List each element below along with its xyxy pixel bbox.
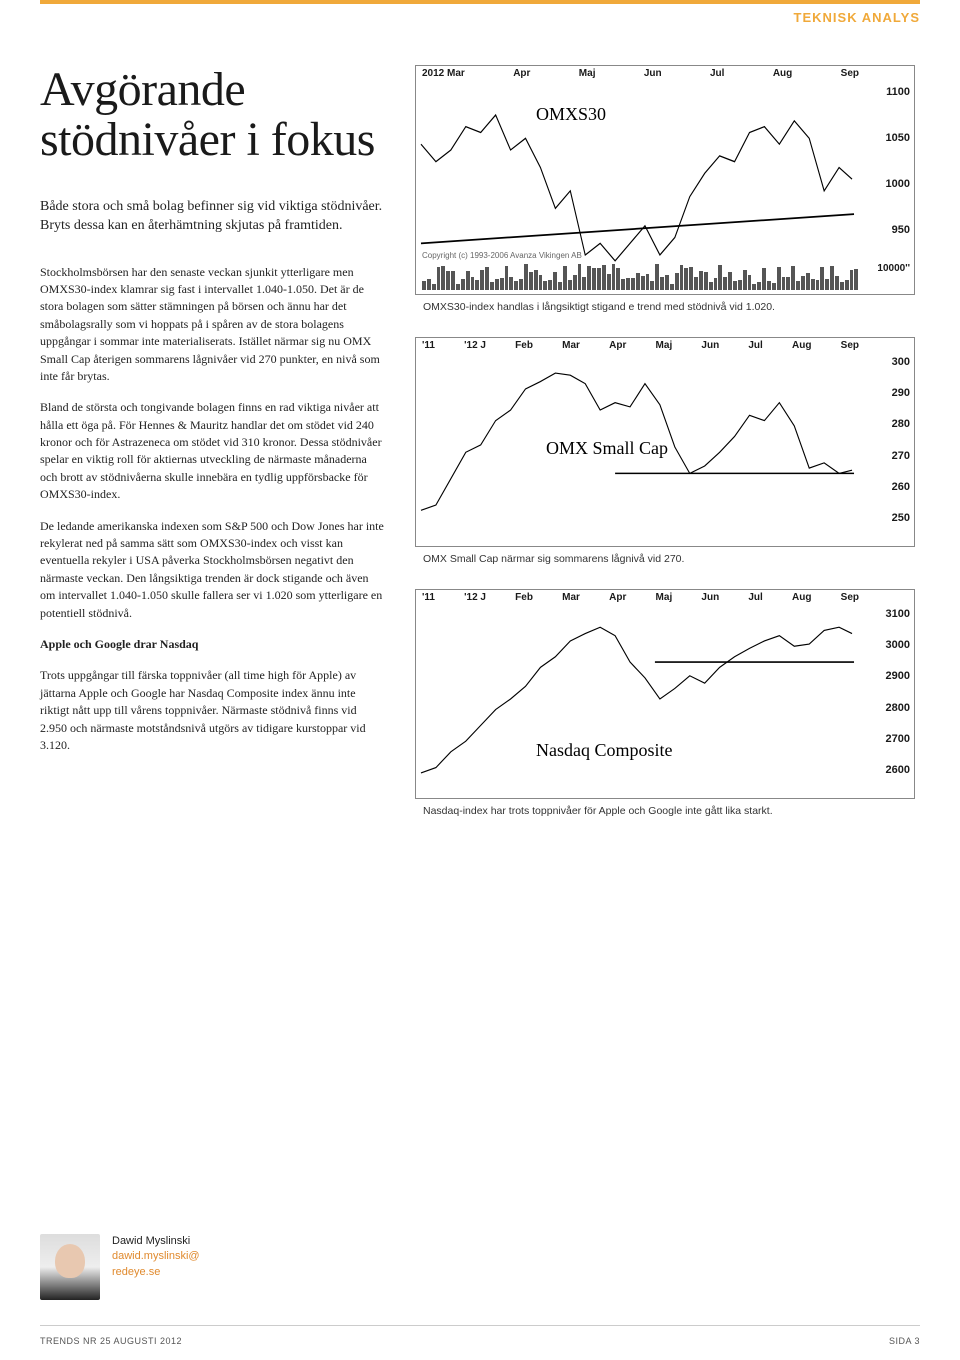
chart-omxs30-yticks: 1100 1050 1000 950 xyxy=(860,66,910,294)
paragraph-4: Trots uppgångar till färska toppnivåer (… xyxy=(40,667,385,754)
chart-smallcap-yticks: 300 290 280 270 260 250 xyxy=(860,338,910,546)
chart-nasdaq-caption: Nasdaq-index har trots toppnivåer för Ap… xyxy=(415,805,920,817)
chart-copyright: Copyright (c) 1993-2006 Avanza Vikingen … xyxy=(422,251,582,260)
paragraph-1: Stockholmsbörsen har den senaste veckan … xyxy=(40,264,385,386)
chart-smallcap-svg xyxy=(416,352,859,542)
chart-smallcap-xticks: '11 '12 J Feb Mar Apr Maj Jun Jul Aug Se… xyxy=(422,340,859,351)
left-column: Avgörande stödnivåer i fokus Både stora … xyxy=(40,65,385,841)
footer-right: SIDA 3 xyxy=(889,1336,920,1346)
chart-omxs30-caption: OMXS30-index handlas i långsiktigt stiga… xyxy=(415,301,920,313)
footer-left: TRENDS NR 25 AUGUSTI 2012 xyxy=(40,1336,182,1346)
author-block: Dawid Myslinski dawid.myslinski@ redeye.… xyxy=(40,1234,200,1300)
chart-nasdaq-svg xyxy=(416,604,859,794)
chart-nasdaq-line xyxy=(421,627,852,773)
chart-nasdaq-xticks: '11 '12 J Feb Mar Apr Maj Jun Jul Aug Se… xyxy=(422,592,859,603)
support-trendline xyxy=(421,214,854,243)
right-column: OMXS30 2012 Mar Apr Maj Jun Jul Aug Sep … xyxy=(415,65,920,841)
lead-paragraph: Både stora och små bolag befinner sig vi… xyxy=(40,198,385,236)
paragraph-3: De ledande amerikanska indexen som S&P 5… xyxy=(40,518,385,622)
chart-smallcap-caption: OMX Small Cap närmar sig sommarens lågni… xyxy=(415,553,920,565)
body-text: Stockholmsbörsen har den senaste veckan … xyxy=(40,264,385,755)
author-text: Dawid Myslinski dawid.myslinski@ redeye.… xyxy=(112,1234,200,1280)
author-email: dawid.myslinski@ xyxy=(112,1249,200,1264)
chart-omxs30-box: 2012 Mar Apr Maj Jun Jul Aug Sep OMXS30 … xyxy=(415,65,915,295)
chart-nasdaq: NASDAQ '11 '12 J Feb Mar Apr Maj Jun Jul… xyxy=(415,589,920,817)
page-footer: TRENDS NR 25 AUGUSTI 2012 SIDA 3 xyxy=(40,1325,920,1346)
chart-omxs30-volume xyxy=(422,262,859,290)
chart-smallcap-box: '11 '12 J Feb Mar Apr Maj Jun Jul Aug Se… xyxy=(415,337,915,547)
subheading: Apple och Google drar Nasdaq xyxy=(40,636,385,653)
chart-smallcap-line xyxy=(421,373,852,510)
paragraph-2: Bland de största och tongivande bolagen … xyxy=(40,399,385,503)
author-name: Dawid Myslinski xyxy=(112,1234,200,1249)
chart-nasdaq-yticks: 3100 3000 2900 2800 2700 2600 xyxy=(860,590,910,798)
main-content: Avgörande stödnivåer i fokus Både stora … xyxy=(0,25,960,841)
author-avatar xyxy=(40,1234,100,1300)
section-label: TEKNISK ANALYS xyxy=(0,4,960,25)
chart-nasdaq-box: '11 '12 J Feb Mar Apr Maj Jun Jul Aug Se… xyxy=(415,589,915,799)
author-domain: redeye.se xyxy=(112,1265,200,1280)
chart-omxs30-xticks: 2012 Mar Apr Maj Jun Jul Aug Sep xyxy=(422,68,859,79)
chart-omxs30-vollabel: 10000'' xyxy=(877,263,910,274)
chart-omxs30: OMXS30 2012 Mar Apr Maj Jun Jul Aug Sep … xyxy=(415,65,920,313)
chart-smallcap: OMX SMALL CAP '11 '12 J Feb Mar Apr Maj … xyxy=(415,337,920,565)
headline: Avgörande stödnivåer i fokus xyxy=(40,65,385,166)
